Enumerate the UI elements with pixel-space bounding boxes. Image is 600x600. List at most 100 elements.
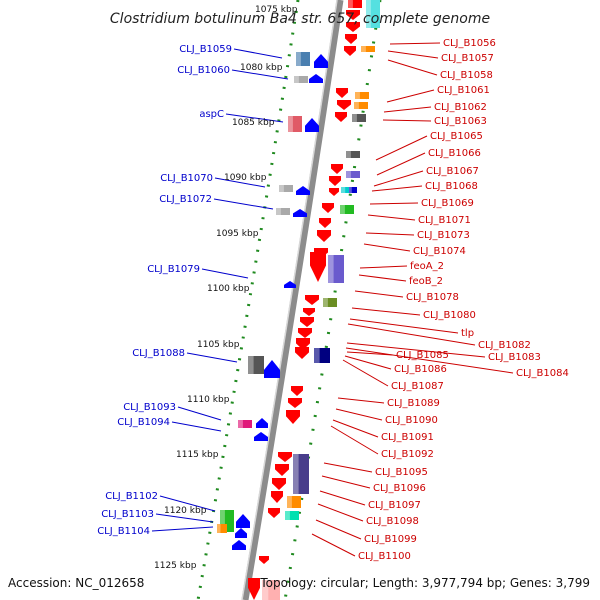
reverse-gene-arrow[interactable] xyxy=(259,556,269,564)
right-gene-label[interactable]: CLJ_B1090 xyxy=(385,415,438,426)
gene-block[interactable] xyxy=(352,114,366,122)
left-gene-label[interactable]: CLJ_B1093 xyxy=(123,402,176,413)
gene-block[interactable] xyxy=(296,52,310,66)
reverse-gene-arrow[interactable] xyxy=(337,100,351,110)
reverse-gene-arrow[interactable] xyxy=(298,328,312,338)
right-gene-label[interactable]: CLJ_B1069 xyxy=(421,198,474,209)
gene-block[interactable] xyxy=(294,76,308,83)
reverse-gene-arrow[interactable] xyxy=(317,230,331,242)
gene-block[interactable] xyxy=(314,348,330,363)
gene-block[interactable] xyxy=(238,420,252,428)
right-gene-label[interactable]: CLJ_B1066 xyxy=(428,148,481,159)
left-gene-label[interactable]: CLJ_B1060 xyxy=(177,65,230,76)
reverse-gene-arrow[interactable] xyxy=(300,317,314,327)
right-gene-label[interactable]: CLJ_B1071 xyxy=(418,215,471,226)
reverse-gene-arrow[interactable] xyxy=(275,464,289,476)
reverse-gene-arrow[interactable] xyxy=(345,34,357,44)
right-gene-label[interactable]: CLJ_B1092 xyxy=(381,449,434,460)
right-gene-label[interactable]: CLJ_B1065 xyxy=(430,131,483,142)
forward-gene-arrow[interactable] xyxy=(284,281,296,288)
reverse-gene-arrow[interactable] xyxy=(288,398,302,408)
reverse-gene-arrow[interactable] xyxy=(329,176,341,186)
right-gene-label[interactable]: CLJ_B1095 xyxy=(375,467,428,478)
forward-gene-arrow[interactable] xyxy=(305,118,319,132)
right-gene-label[interactable]: CLJ_B1078 xyxy=(406,292,459,303)
forward-gene-arrow[interactable] xyxy=(309,74,323,83)
gene-block[interactable] xyxy=(285,511,299,520)
reverse-gene-arrow[interactable] xyxy=(319,218,331,228)
right-gene-label[interactable]: CLJ_B1080 xyxy=(423,310,476,321)
right-gene-label[interactable]: CLJ_B1096 xyxy=(373,483,426,494)
left-gene-label[interactable]: CLJ_B1072 xyxy=(159,194,212,205)
reverse-gene-arrow[interactable] xyxy=(248,578,260,600)
reverse-gene-arrow[interactable] xyxy=(346,22,360,32)
gene-block[interactable] xyxy=(276,208,290,215)
forward-gene-arrow[interactable] xyxy=(314,54,328,68)
right-gene-label[interactable]: CLJ_B1057 xyxy=(441,53,494,64)
gene-block[interactable] xyxy=(279,185,293,192)
right-gene-label[interactable]: CLJ_B1085 xyxy=(396,350,449,361)
gene-block[interactable] xyxy=(354,102,368,109)
right-gene-label[interactable]: CLJ_B1061 xyxy=(437,85,490,96)
right-gene-label[interactable]: CLJ_B1074 xyxy=(413,246,466,257)
gene-block[interactable] xyxy=(262,580,280,600)
right-gene-label[interactable]: CLJ_B1068 xyxy=(425,181,478,192)
reverse-gene-arrow[interactable] xyxy=(310,252,326,282)
gene-block[interactable] xyxy=(341,187,353,193)
gene-block[interactable] xyxy=(287,496,301,508)
forward-gene-arrow[interactable] xyxy=(293,209,307,217)
gene-block[interactable] xyxy=(217,524,227,533)
right-gene-label[interactable]: CLJ_B1089 xyxy=(387,398,440,409)
reverse-gene-arrow[interactable] xyxy=(271,491,283,503)
right-gene-label[interactable]: CLJ_B1056 xyxy=(443,38,496,49)
reverse-gene-arrow[interactable] xyxy=(346,10,360,20)
right-gene-label[interactable]: CLJ_B1063 xyxy=(434,116,487,127)
reverse-gene-arrow[interactable] xyxy=(336,88,348,98)
right-gene-label[interactable]: CLJ_B1084 xyxy=(516,368,569,379)
reverse-gene-arrow[interactable] xyxy=(329,188,339,196)
gene-block[interactable] xyxy=(293,454,309,494)
reverse-gene-arrow[interactable] xyxy=(295,347,309,359)
right-gene-label[interactable]: feoA_2 xyxy=(410,261,444,272)
right-gene-label[interactable]: CLJ_B1058 xyxy=(440,70,493,81)
gene-block[interactable] xyxy=(288,116,302,132)
forward-gene-arrow[interactable] xyxy=(232,540,246,550)
left-gene-label[interactable]: CLJ_B1102 xyxy=(105,491,158,502)
forward-gene-arrow[interactable] xyxy=(235,528,247,538)
forward-gene-arrow[interactable] xyxy=(236,514,250,528)
reverse-gene-arrow[interactable] xyxy=(305,295,319,305)
right-gene-label[interactable]: tlp xyxy=(461,328,474,339)
gene-block[interactable] xyxy=(323,298,337,307)
forward-gene-arrow[interactable] xyxy=(256,418,268,428)
right-gene-label[interactable]: CLJ_B1073 xyxy=(417,230,470,241)
forward-gene-arrow[interactable] xyxy=(296,186,310,195)
right-gene-label[interactable]: CLJ_B1091 xyxy=(381,432,434,443)
right-gene-label[interactable]: CLJ_B1086 xyxy=(394,364,447,375)
reverse-gene-arrow[interactable] xyxy=(291,386,303,396)
right-gene-label[interactable]: CLJ_B1062 xyxy=(434,102,487,113)
right-gene-label[interactable]: feoB_2 xyxy=(409,276,443,287)
reverse-gene-arrow[interactable] xyxy=(303,308,315,316)
right-gene-label[interactable]: CLJ_B1097 xyxy=(368,500,421,511)
left-gene-label[interactable]: CLJ_B1070 xyxy=(160,173,213,184)
reverse-gene-arrow[interactable] xyxy=(272,478,286,490)
forward-gene-arrow[interactable] xyxy=(254,432,268,441)
right-gene-label[interactable]: CLJ_B1067 xyxy=(426,166,479,177)
gene-block[interactable] xyxy=(361,46,375,52)
left-gene-label[interactable]: CLJ_B1094 xyxy=(117,417,170,428)
gene-block[interactable] xyxy=(355,92,369,99)
left-gene-label[interactable]: CLJ_B1103 xyxy=(101,509,154,520)
reverse-gene-arrow[interactable] xyxy=(335,112,347,122)
right-gene-label[interactable]: CLJ_B1087 xyxy=(391,381,444,392)
left-gene-label[interactable]: CLJ_B1104 xyxy=(97,526,150,537)
right-gene-label[interactable]: CLJ_B1082 xyxy=(478,340,531,351)
reverse-gene-arrow[interactable] xyxy=(268,508,280,518)
right-gene-label[interactable]: CLJ_B1083 xyxy=(488,352,541,363)
left-gene-label[interactable]: CLJ_B1079 xyxy=(147,264,200,275)
gene-block[interactable] xyxy=(340,205,354,214)
left-gene-label[interactable]: CLJ_B1059 xyxy=(179,44,232,55)
reverse-gene-arrow[interactable] xyxy=(286,410,300,424)
right-gene-label[interactable]: CLJ_B1098 xyxy=(366,516,419,527)
right-gene-label[interactable]: CLJ_B1099 xyxy=(364,534,417,545)
forward-gene-arrow[interactable] xyxy=(264,360,280,378)
